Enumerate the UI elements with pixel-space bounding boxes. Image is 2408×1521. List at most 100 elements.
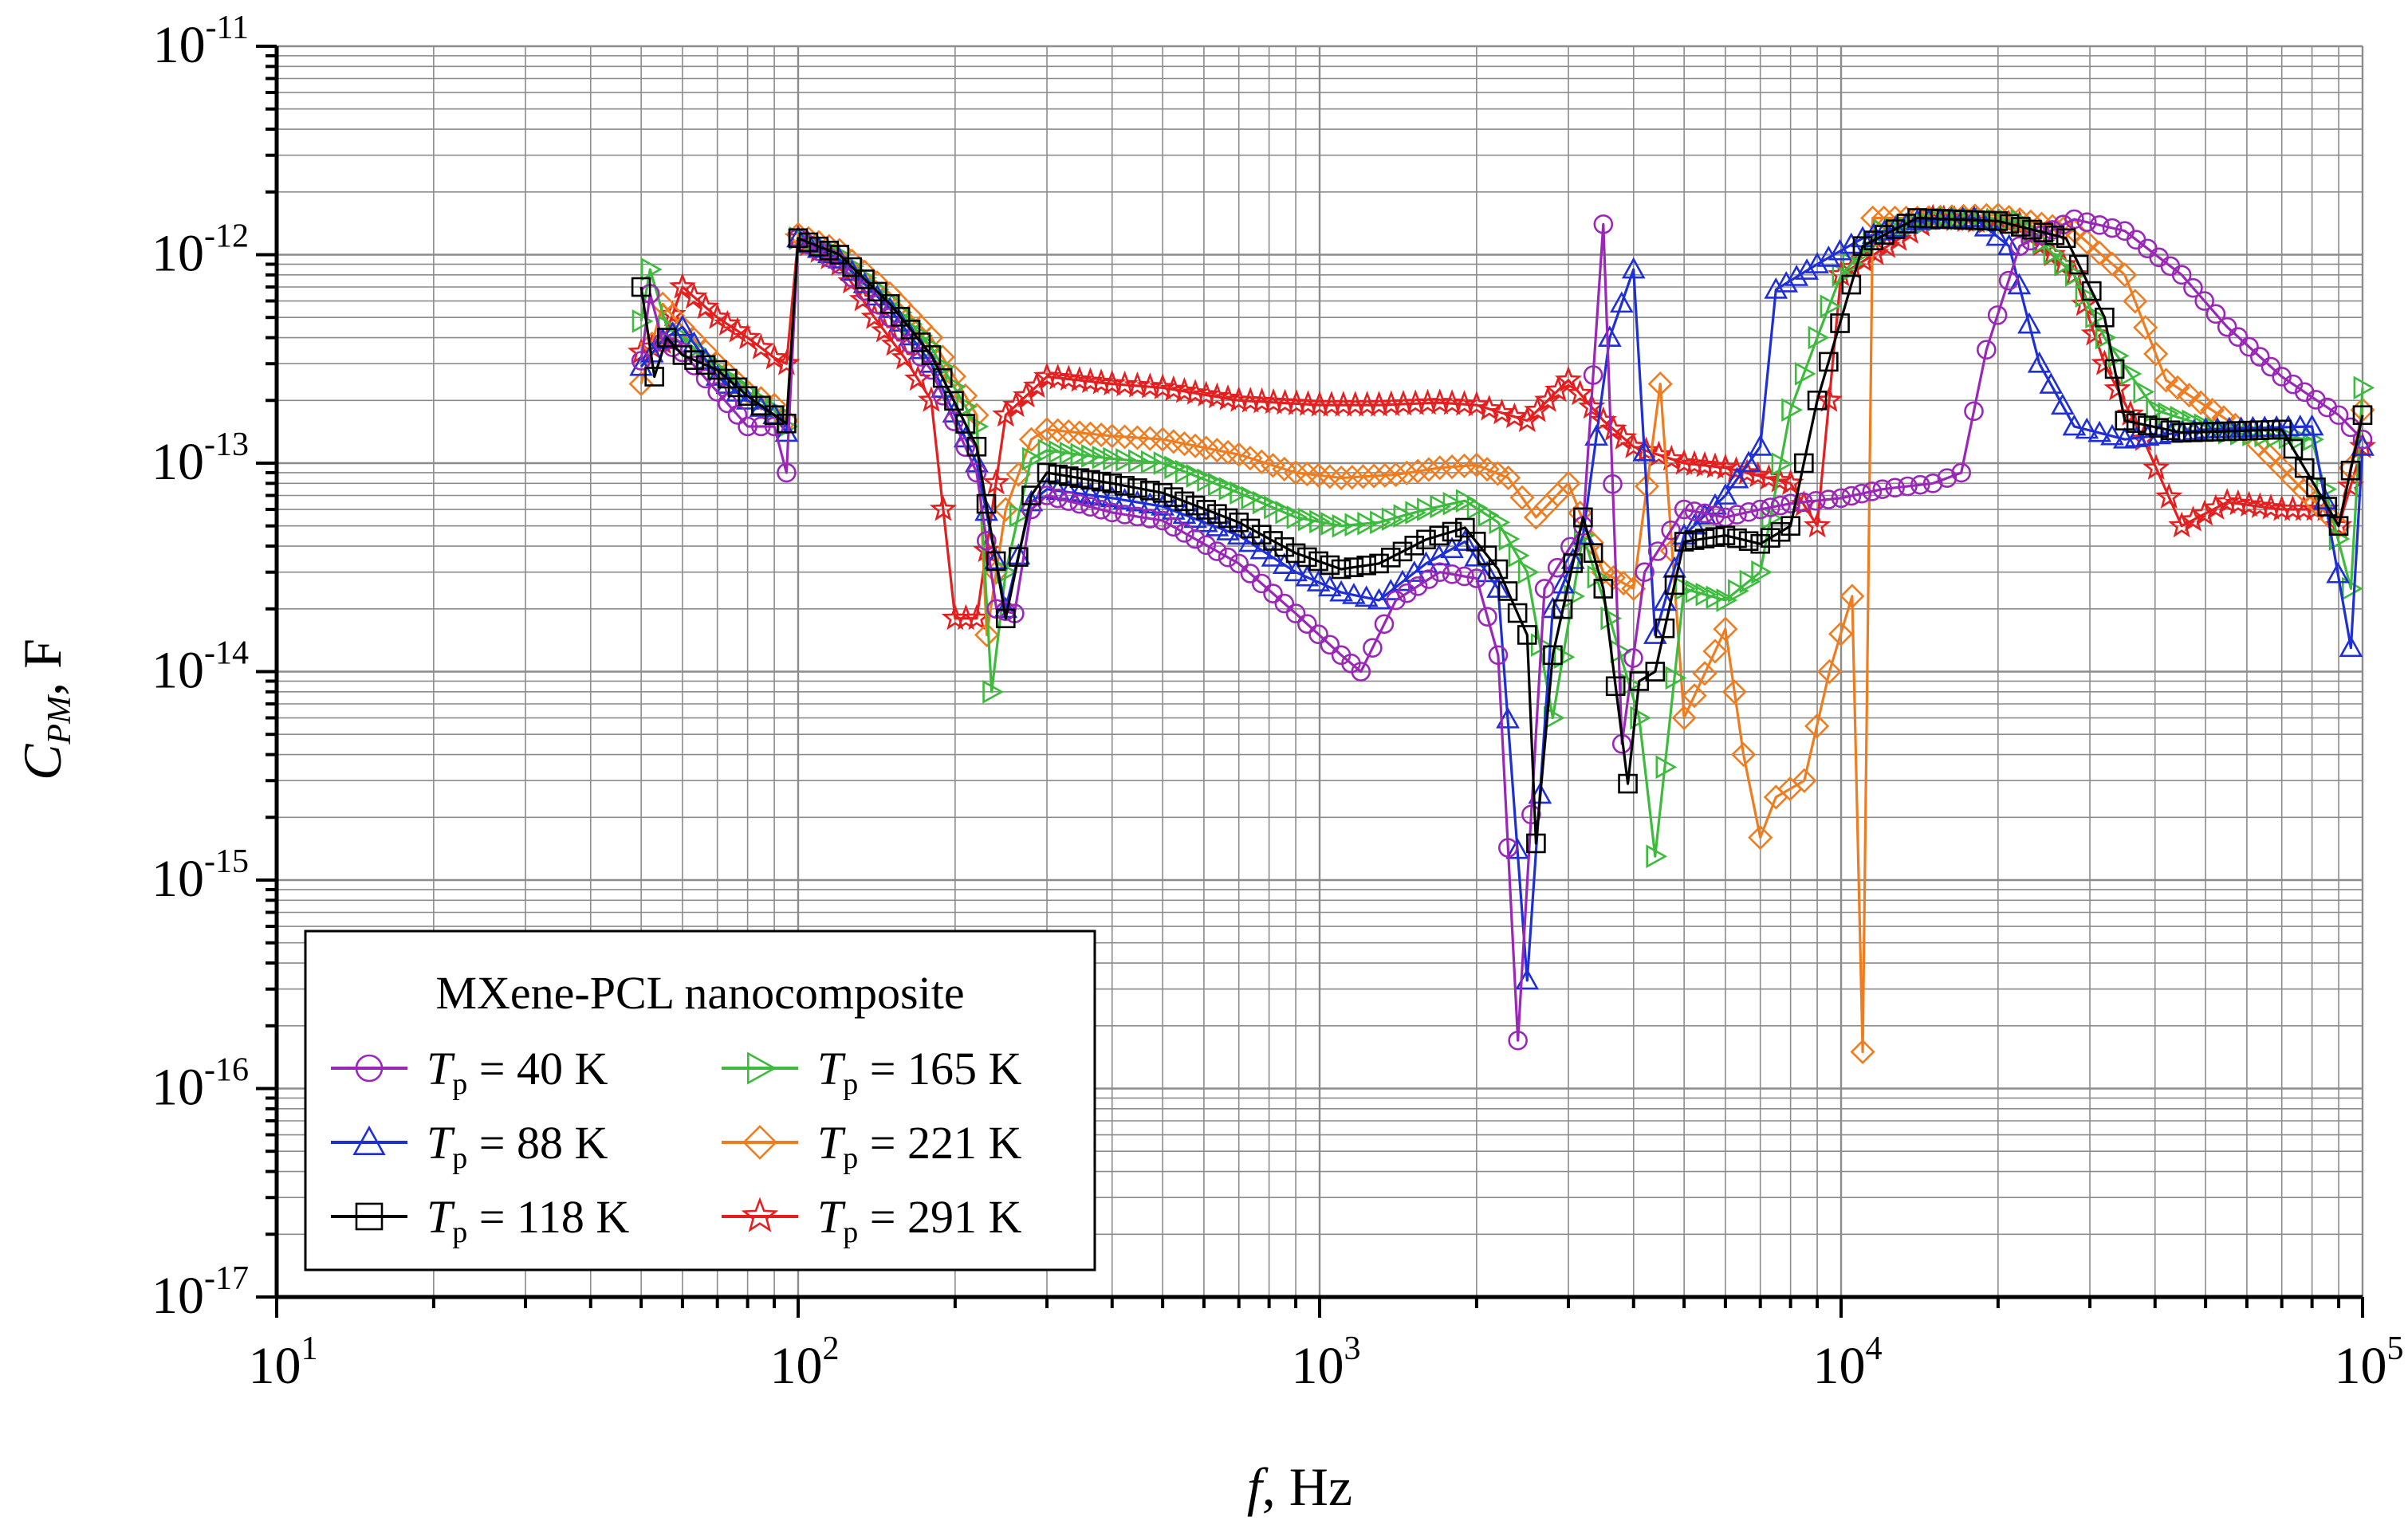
marker-triangle <box>1764 277 1788 299</box>
marker-circle <box>1851 483 1872 504</box>
marker-circle <box>1091 500 1112 520</box>
marker-triangle-right <box>1751 560 1773 584</box>
marker-diamond <box>2176 383 2202 408</box>
marker-triangle <box>1295 564 1320 587</box>
marker-square <box>1552 599 1573 619</box>
marker-square <box>2260 419 2281 440</box>
marker-circle <box>2249 347 2270 367</box>
marker-triangle-right <box>1344 513 1367 537</box>
marker-triangle <box>1342 583 1366 604</box>
marker-triangle <box>1597 325 1622 347</box>
marker-square <box>1331 559 1352 580</box>
marker-diamond <box>1416 457 1442 482</box>
marker-diamond <box>1850 1039 1875 1065</box>
marker-square <box>1369 553 1389 574</box>
y-tick-base: 10 <box>151 850 204 908</box>
y-axis-symbol: C <box>12 744 73 780</box>
marker-circle <box>1818 489 1839 509</box>
marker-square <box>1852 236 1873 256</box>
marker-circle <box>1174 523 1194 543</box>
marker-square <box>1009 547 1029 567</box>
marker-diamond <box>1621 576 1647 602</box>
marker-diamond <box>1671 705 1697 731</box>
marker-square <box>1069 468 1090 488</box>
marker-triangle <box>1138 492 1163 514</box>
marker-square <box>1021 485 1041 505</box>
marker-circle <box>2064 209 2084 230</box>
marker-triangle-right <box>1808 325 1830 350</box>
marker-triangle-right <box>933 355 955 379</box>
marker-square <box>2340 460 2361 481</box>
marker-square <box>955 414 975 434</box>
marker-square <box>1251 525 1272 545</box>
marker-square <box>1218 508 1238 529</box>
marker-triangle <box>2027 351 2052 373</box>
marker-circle <box>1069 493 1090 514</box>
marker-triangle-right <box>1164 455 1186 480</box>
marker-square <box>879 294 900 314</box>
legend-value: = 118 K <box>467 1191 629 1243</box>
marker-star <box>1632 436 1660 462</box>
x-tick-label: 103 <box>1292 1330 1361 1395</box>
marker-triangle-right <box>2095 325 2117 350</box>
marker-circle <box>1477 607 1497 627</box>
marker-triangle <box>2339 635 2363 658</box>
marker-circle <box>355 1054 384 1083</box>
legend-value: = 221 K <box>858 1117 1021 1169</box>
x-tick-base: 10 <box>1813 1337 1866 1395</box>
legend-subscript: p <box>843 1216 858 1249</box>
marker-circle <box>1841 485 1862 506</box>
marker-triangle-right <box>1115 447 1137 472</box>
marker-triangle-right <box>1207 472 1230 497</box>
marker-star <box>2190 499 2218 526</box>
marker-circle <box>2205 304 2226 324</box>
marker-circle <box>1910 474 1930 495</box>
marker-triangle <box>1068 481 1092 503</box>
marker-square <box>2010 217 2031 237</box>
y-tick-exponent: -15 <box>204 843 249 880</box>
marker-triangle <box>1784 265 1809 286</box>
marker-square <box>1750 533 1770 554</box>
marker-square <box>855 269 875 289</box>
legend: MXene-PCL nanocomposite Tp = 40 KTp = 88… <box>304 930 1096 1271</box>
marker-square <box>1819 352 1839 372</box>
marker-square <box>2171 422 2192 443</box>
marker-diamond <box>1171 431 1198 457</box>
marker-triangle-right <box>1695 582 1717 607</box>
y-tick-base: 10 <box>151 433 204 491</box>
marker-triangle-right <box>1728 579 1749 603</box>
marker-square <box>1907 208 1927 228</box>
marker-triangle <box>1329 580 1353 602</box>
marker-square <box>2138 415 2158 435</box>
marker-circle <box>2328 405 2349 426</box>
marker-square <box>1965 210 1985 230</box>
legend-label: Tp = 221 K <box>817 1117 1021 1175</box>
marker-circle <box>2171 265 2192 285</box>
marker-square <box>2283 438 2304 459</box>
marker-diamond <box>1731 741 1757 768</box>
marker-circle <box>738 416 757 437</box>
marker-circle <box>1922 474 1943 493</box>
legend-entry: Tp = 291 K <box>722 1191 1021 1249</box>
marker-triangle-right <box>2146 398 2168 422</box>
marker-circle <box>1466 568 1487 588</box>
marker-triangle-right <box>1706 585 1728 610</box>
marker-circle <box>2194 291 2214 311</box>
marker-square <box>932 367 953 388</box>
series-layer <box>628 202 2377 1065</box>
marker-square <box>1875 225 1895 245</box>
marker-triangle-right <box>2120 362 2142 386</box>
marker-circle <box>1705 505 1725 525</box>
marker-triangle-right <box>1381 507 1403 532</box>
x-tick-label: 105 <box>2335 1330 2404 1395</box>
marker-triangle-right <box>1309 509 1331 534</box>
marker-square <box>1416 529 1436 550</box>
x-tick-label: 101 <box>249 1330 318 1395</box>
marker-square <box>1999 214 2020 234</box>
marker-diamond <box>1439 454 1465 480</box>
marker-triangle-right <box>1393 504 1415 528</box>
marker-circle <box>1386 590 1406 611</box>
marker-square <box>2249 420 2270 440</box>
marker-circle <box>1806 490 1826 511</box>
marker-circle <box>1964 401 1984 422</box>
